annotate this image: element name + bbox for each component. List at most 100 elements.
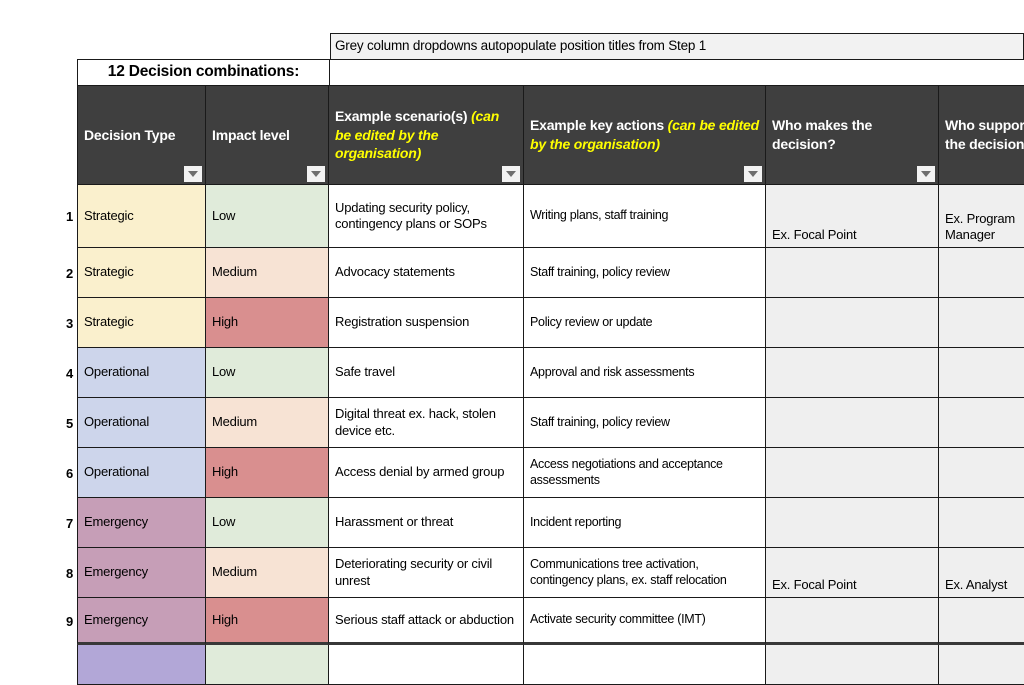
cell-who-makes[interactable] bbox=[766, 598, 939, 645]
row-number: 6 bbox=[0, 448, 77, 498]
cell-impact-level[interactable]: High bbox=[206, 448, 329, 498]
cell-who-makes[interactable] bbox=[766, 498, 939, 548]
cell-scenario[interactable] bbox=[329, 645, 524, 685]
cell-who-supports[interactable] bbox=[939, 348, 1024, 398]
cell-key-actions[interactable]: Incident reporting bbox=[524, 498, 766, 548]
cell-decision-type[interactable]: Operational bbox=[77, 448, 206, 498]
cell-key-actions[interactable]: Staff training, policy review bbox=[524, 398, 766, 448]
filter-dropdown-button[interactable] bbox=[502, 166, 520, 182]
row-number: 5 bbox=[0, 398, 77, 448]
chevron-down-icon bbox=[188, 171, 198, 177]
table-row: 3 Strategic High Registration suspension Pol… bbox=[0, 298, 1024, 348]
row-number: 3 bbox=[0, 298, 77, 348]
cell-impact-level[interactable]: High bbox=[206, 598, 329, 645]
cell-decision-type[interactable]: Strategic bbox=[77, 298, 206, 348]
cell-who-supports[interactable] bbox=[939, 298, 1024, 348]
cell-scenario[interactable]: Serious staff attack or abduction bbox=[329, 598, 524, 645]
row-number: 9 bbox=[0, 598, 77, 645]
header-decision-type[interactable]: Decision Type bbox=[77, 85, 206, 185]
cell-who-supports[interactable] bbox=[939, 645, 1024, 685]
row-number: 7 bbox=[0, 498, 77, 548]
cell-scenario[interactable]: Deteriorating security or civil unrest bbox=[329, 548, 524, 598]
combinations-title-cell[interactable]: 12 Decision combinations: bbox=[77, 59, 330, 86]
cell-key-actions[interactable]: Access negotiations and acceptance asses… bbox=[524, 448, 766, 498]
header-impact-level[interactable]: Impact level bbox=[206, 85, 329, 185]
cell-decision-type[interactable]: Emergency bbox=[77, 498, 206, 548]
table-row: 1 Strategic Low Updating security policy, c… bbox=[0, 185, 1024, 248]
cell-key-actions[interactable]: Policy review or update bbox=[524, 298, 766, 348]
row-number: 2 bbox=[0, 248, 77, 298]
decision-table: Decision Type Impact level Example scena… bbox=[0, 85, 1024, 685]
cell-impact-level[interactable]: Low bbox=[206, 498, 329, 548]
cell-scenario[interactable]: Access denial by armed group bbox=[329, 448, 524, 498]
cell-who-supports[interactable] bbox=[939, 248, 1024, 298]
cell-who-supports[interactable] bbox=[939, 498, 1024, 548]
cell-key-actions[interactable]: Approval and risk assessments bbox=[524, 348, 766, 398]
cell-scenario[interactable]: Updating security policy, contingency pl… bbox=[329, 185, 524, 248]
cell-impact-level[interactable]: Low bbox=[206, 185, 329, 248]
header-label: Who makes the decision? bbox=[772, 117, 873, 152]
filter-dropdown-button[interactable] bbox=[307, 166, 325, 182]
cell-scenario[interactable]: Safe travel bbox=[329, 348, 524, 398]
cell-key-actions[interactable]: Staff training, policy review bbox=[524, 248, 766, 298]
cell-who-supports[interactable] bbox=[939, 448, 1024, 498]
header-note: (can be edited by the organisation) bbox=[335, 107, 500, 162]
cell-decision-type[interactable]: Emergency bbox=[77, 548, 206, 598]
filter-dropdown-button[interactable] bbox=[184, 166, 202, 182]
cell-who-makes[interactable] bbox=[766, 348, 939, 398]
cell-who-supports[interactable]: Ex. Analyst bbox=[939, 548, 1024, 598]
cell-scenario[interactable]: Harassment or threat bbox=[329, 498, 524, 548]
cell-who-makes[interactable] bbox=[766, 448, 939, 498]
table-header-row: Decision Type Impact level Example scena… bbox=[0, 85, 1024, 185]
row-number bbox=[0, 645, 77, 685]
cell-impact-level[interactable]: Medium bbox=[206, 398, 329, 448]
row-number: 4 bbox=[0, 348, 77, 398]
chevron-down-icon bbox=[311, 171, 321, 177]
cell-who-supports[interactable]: Ex. Program Manager bbox=[939, 185, 1024, 248]
cell-decision-type[interactable]: Emergency bbox=[77, 598, 206, 645]
chevron-down-icon bbox=[506, 171, 516, 177]
cell-key-actions[interactable] bbox=[524, 645, 766, 685]
cell-impact-level[interactable]: Low bbox=[206, 348, 329, 398]
cell-who-supports[interactable] bbox=[939, 598, 1024, 645]
cell-who-makes[interactable] bbox=[766, 645, 939, 685]
cell-impact-level[interactable]: Medium bbox=[206, 248, 329, 298]
table-row: 5 Operational Medium Digital threat ex. hac… bbox=[0, 398, 1024, 448]
cell-impact-level[interactable]: Medium bbox=[206, 548, 329, 598]
table-row: 9 Emergency High Serious staff attack or ab… bbox=[0, 598, 1024, 645]
header-who-supports-decision[interactable]: Who supports the decision? bbox=[939, 85, 1024, 185]
filter-dropdown-button[interactable] bbox=[917, 166, 935, 182]
cell-impact-level[interactable]: High bbox=[206, 298, 329, 348]
cell-decision-type[interactable] bbox=[77, 645, 206, 685]
header-label: Example scenario(s) bbox=[335, 107, 468, 124]
gutter-spacer bbox=[0, 85, 77, 185]
cell-key-actions[interactable]: Writing plans, staff training bbox=[524, 185, 766, 248]
header-who-makes-decision[interactable]: Who makes the decision? bbox=[766, 85, 939, 185]
table-row: 4 Operational Low Safe travel Approval and r… bbox=[0, 348, 1024, 398]
chevron-down-icon bbox=[748, 171, 758, 177]
cell-who-makes[interactable] bbox=[766, 248, 939, 298]
table-row: 6 Operational High Access denial by armed g… bbox=[0, 448, 1024, 498]
cell-who-makes[interactable]: Ex. Focal Point bbox=[766, 548, 939, 598]
cell-who-makes[interactable]: Ex. Focal Point bbox=[766, 185, 939, 248]
cell-key-actions[interactable]: Activate security committee (IMT) bbox=[524, 598, 766, 645]
cell-impact-level[interactable] bbox=[206, 645, 329, 685]
cell-who-supports[interactable] bbox=[939, 398, 1024, 448]
cell-decision-type[interactable]: Operational bbox=[77, 348, 206, 398]
cell-decision-type[interactable]: Strategic bbox=[77, 248, 206, 298]
cell-scenario[interactable]: Advocacy statements bbox=[329, 248, 524, 298]
table-row: 7 Emergency Low Harassment or threat Inciden… bbox=[0, 498, 1024, 548]
banner-note-cell[interactable]: Grey column dropdowns autopopulate posit… bbox=[330, 33, 1024, 60]
cell-scenario[interactable]: Registration suspension bbox=[329, 298, 524, 348]
cell-key-actions[interactable]: Communications tree activation, continge… bbox=[524, 548, 766, 598]
header-label: Who supports the decision? bbox=[945, 117, 1024, 152]
filter-dropdown-button[interactable] bbox=[744, 166, 762, 182]
cell-scenario[interactable]: Digital threat ex. hack, stolen device e… bbox=[329, 398, 524, 448]
cell-who-makes[interactable] bbox=[766, 398, 939, 448]
header-example-scenarios[interactable]: Example scenario(s) (can be edited by th… bbox=[329, 85, 524, 185]
cell-decision-type[interactable]: Strategic bbox=[77, 185, 206, 248]
header-label: Example key actions bbox=[530, 117, 664, 134]
header-example-key-actions[interactable]: Example key actions (can be edited by th… bbox=[524, 85, 766, 185]
cell-decision-type[interactable]: Operational bbox=[77, 398, 206, 448]
cell-who-makes[interactable] bbox=[766, 298, 939, 348]
